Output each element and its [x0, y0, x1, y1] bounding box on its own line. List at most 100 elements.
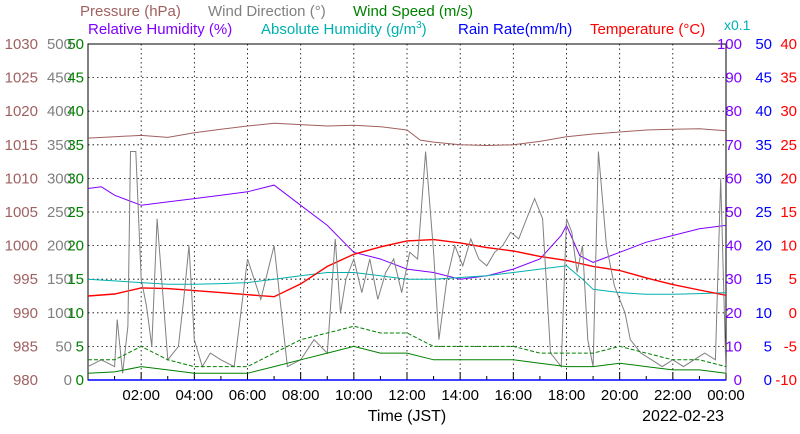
y-tick-label-wind_speed: 50: [67, 36, 84, 53]
series-layer: [87, 122, 727, 381]
legend-header: Pressure (hPa) Wind Direction (°) Wind S…: [80, 3, 751, 38]
series-line-absolute-humidity-x0-1: [87, 265, 727, 295]
y-axis-tick-labels: 1030102510201015101010051000995990985980…: [5, 36, 797, 389]
legend-wind-speed: Wind Speed (m/s): [353, 3, 473, 20]
y-tick-label-rel_hum: 60: [725, 170, 742, 187]
y-tick-label-temp: 20: [780, 170, 797, 187]
y-tick-label-pressure: 990: [13, 305, 38, 322]
x-tick-label: 12:00: [388, 387, 426, 404]
y-tick-label-wind_speed: 0: [76, 372, 84, 389]
y-tick-label-rel_hum: 50: [725, 204, 742, 221]
y-tick-label-temp: 25: [780, 137, 797, 154]
legend-rain-rate: Rain Rate(mm/h): [458, 21, 572, 38]
y-tick-label-wind_speed: 35: [67, 137, 84, 154]
plot-grid: [88, 44, 726, 380]
chart-date: 2022-02-23: [642, 408, 724, 425]
x-tick-label: 10:00: [335, 387, 373, 404]
y-tick-label-rain: 15: [755, 271, 772, 288]
y-tick-label-rel_hum: 90: [725, 70, 742, 87]
y-tick-label-wind_speed: 45: [67, 70, 84, 87]
y-tick-label-temp: 10: [780, 238, 797, 255]
x-tick-label: 00:00: [707, 387, 745, 404]
y-tick-label-temp: 15: [780, 204, 797, 221]
x-tick-label: 04:00: [176, 387, 214, 404]
y-tick-label-rain: 25: [755, 204, 772, 221]
y-tick-label-rel_hum: 0: [734, 372, 742, 389]
y-tick-label-wind_dir: 500: [47, 36, 72, 53]
y-tick-label-rain: 50: [755, 36, 772, 53]
series-line-pressure: [87, 122, 727, 147]
y-tick-label-wind_dir: 300: [47, 170, 72, 187]
y-tick-label-temp: 0: [789, 305, 797, 322]
y-tick-label-pressure: 1015: [5, 137, 38, 154]
y-tick-label-rain: 35: [755, 137, 772, 154]
x-tick-label: 18:00: [548, 387, 586, 404]
legend-scale-note: x0.1: [724, 17, 751, 33]
y-tick-label-pressure: 980: [13, 372, 38, 389]
y-tick-label-rain: 40: [755, 103, 772, 120]
y-tick-label-rel_hum: 20: [725, 305, 742, 322]
y-tick-label-rain: 45: [755, 70, 772, 87]
y-tick-label-rain: 0: [764, 372, 772, 389]
y-tick-label-pressure: 985: [13, 338, 38, 355]
y-tick-label-wind_dir: 200: [47, 238, 72, 255]
y-tick-label-pressure: 1010: [5, 170, 38, 187]
series-line-relative-humidity: [87, 184, 727, 280]
y-tick-label-temp: 40: [780, 36, 797, 53]
y-tick-label-temp: 35: [780, 70, 797, 87]
series-line-wind-speed-gust: [88, 325, 727, 368]
y-tick-label-wind_dir: 450: [47, 70, 72, 87]
legend-relative-humidity: Relative Humidity (%): [88, 21, 232, 38]
y-tick-label-pressure: 1020: [5, 103, 38, 120]
y-tick-label-rel_hum: 10: [725, 338, 742, 355]
y-tick-label-wind_speed: 15: [67, 271, 84, 288]
x-tick-label: 02:00: [122, 387, 160, 404]
y-tick-label-rain: 5: [764, 338, 772, 355]
legend-wind-direction: Wind Direction (°): [208, 3, 326, 20]
y-tick-label-wind_dir: 150: [47, 271, 72, 288]
y-tick-label-wind_speed: 5: [76, 338, 84, 355]
y-tick-label-temp: -10: [775, 372, 797, 389]
y-tick-label-rain: 30: [755, 170, 772, 187]
series-line-wind-speed: [87, 345, 727, 374]
y-tick-label-wind_dir: 250: [47, 204, 72, 221]
y-tick-label-pressure: 1025: [5, 70, 38, 87]
y-tick-label-wind_speed: 20: [67, 238, 84, 255]
legend-pressure: Pressure (hPa): [80, 3, 181, 20]
y-tick-label-rel_hum: 30: [725, 271, 742, 288]
x-axis-tick-labels: 02:00 04:00 06:00 08:00 10:00 12:00 14:00 16:00…: [122, 387, 744, 404]
x-tick-label: 20:00: [601, 387, 639, 404]
y-tick-label-rel_hum: 70: [725, 137, 742, 154]
y-tick-label-wind_speed: 30: [67, 170, 84, 187]
y-tick-label-wind_speed: 40: [67, 103, 84, 120]
y-tick-label-rain: 20: [755, 238, 772, 255]
y-tick-label-wind_speed: 25: [67, 204, 84, 221]
legend-absolute-humidity: Absolute Humidity (g/m3): [261, 20, 427, 38]
y-tick-label-pressure: 995: [13, 271, 38, 288]
y-tick-label-wind_speed: 10: [67, 305, 84, 322]
x-tick-label: 08:00: [282, 387, 320, 404]
y-tick-label-rel_hum: 40: [725, 238, 742, 255]
y-tick-label-temp: -5: [784, 338, 797, 355]
y-tick-label-wind_dir: 0: [64, 372, 72, 389]
y-tick-label-temp: 30: [780, 103, 797, 120]
y-tick-label-rain: 10: [755, 305, 772, 322]
y-tick-label-rel_hum: 80: [725, 103, 742, 120]
series-line-wind-direction: [87, 151, 727, 374]
y-tick-label-wind_dir: 350: [47, 137, 72, 154]
series-line-temperature: [87, 238, 727, 298]
x-tick-label: 06:00: [229, 387, 267, 404]
y-tick-label-pressure: 1000: [5, 238, 38, 255]
x-tick-label: 16:00: [495, 387, 533, 404]
y-tick-label-wind_dir: 100: [47, 305, 72, 322]
y-tick-label-wind_dir: 50: [55, 338, 72, 355]
y-tick-label-pressure: 1005: [5, 204, 38, 221]
y-tick-label-pressure: 1030: [5, 36, 38, 53]
x-tick-label: 14:00: [441, 387, 479, 404]
x-tick-label: 22:00: [654, 387, 692, 404]
y-tick-label-temp: 5: [789, 271, 797, 288]
legend-temperature: Temperature (°C): [590, 21, 705, 38]
y-tick-label-wind_dir: 400: [47, 103, 72, 120]
y-tick-label-rel_hum: 100: [717, 36, 742, 53]
